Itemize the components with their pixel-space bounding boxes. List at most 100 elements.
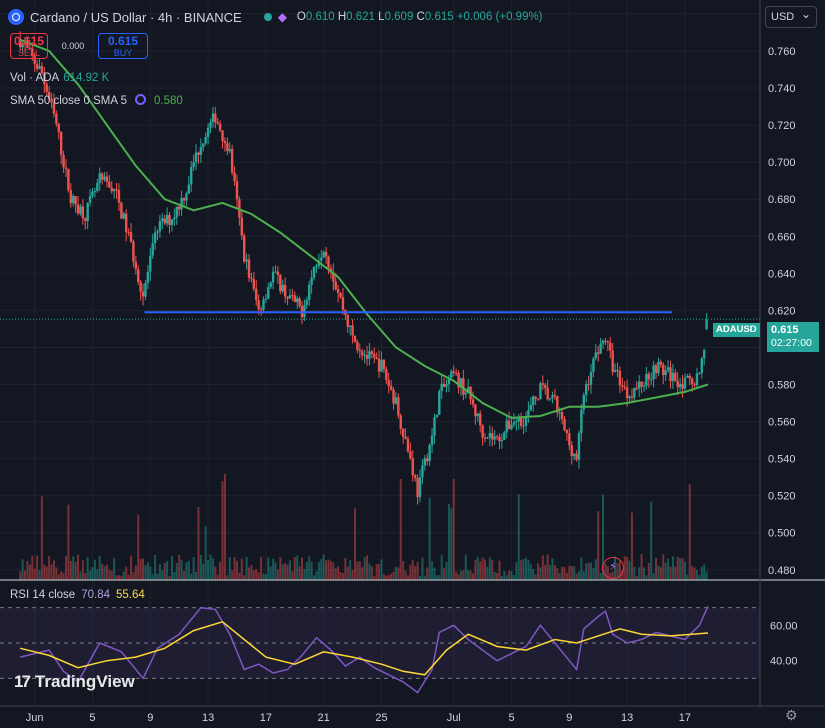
flash-icon[interactable]: ⚡ xyxy=(602,557,624,579)
candle-body-155 xyxy=(392,389,395,404)
volume-bar-181 xyxy=(455,571,458,580)
volume-bar-77 xyxy=(204,526,207,580)
candle-body-221 xyxy=(551,395,554,399)
volume-bar-215 xyxy=(537,563,540,580)
candle-body-94 xyxy=(245,259,248,262)
volume-bar-63 xyxy=(170,556,173,580)
candle-body-54 xyxy=(149,255,152,272)
volume-legend-value: 614.92 K xyxy=(63,72,110,84)
volume-bar-50 xyxy=(139,558,142,580)
trade-panel: 0.615 SELL 0.000 0.615 BUY xyxy=(10,33,148,59)
candle-body-98 xyxy=(255,288,258,301)
volume-bar-5 xyxy=(31,555,34,580)
candle-body-92 xyxy=(240,217,243,236)
y-tick-4: 0.700 xyxy=(768,157,796,169)
candle-body-245 xyxy=(609,342,612,351)
candle-body-150 xyxy=(380,359,383,372)
candle-body-129 xyxy=(329,268,333,272)
volume-bar-177 xyxy=(445,561,448,580)
volume-bar-282 xyxy=(698,575,701,580)
volume-bar-67 xyxy=(180,559,183,580)
currency-dropdown[interactable]: USD xyxy=(765,4,817,28)
volume-bar-230 xyxy=(573,566,576,580)
horizontal-grid xyxy=(0,13,760,571)
candle-body-148 xyxy=(375,357,378,360)
volume-bar-201 xyxy=(503,571,506,580)
volume-legend-label: Vol · ADA xyxy=(10,72,60,84)
candle-body-277 xyxy=(686,375,689,378)
candle-body-36 xyxy=(105,176,109,182)
volume-bar-142 xyxy=(361,567,364,580)
sell-button[interactable]: 0.615 SELL xyxy=(10,33,48,59)
candle-body-264 xyxy=(654,365,658,374)
sma-legend[interactable]: SMA 50 close 0 SMA 5 0.580 xyxy=(10,94,183,107)
candle-body-130 xyxy=(332,271,335,282)
x-tick-9: 9 xyxy=(566,712,572,724)
tradingview-logo[interactable]: 17 TradingView xyxy=(14,672,135,692)
rsi-legend[interactable]: RSI 14 close 70.84 55.64 xyxy=(10,589,145,601)
x-tick-2: 9 xyxy=(147,712,153,724)
volume-bar-223 xyxy=(556,568,559,580)
indicator-icon[interactable]: ◆ xyxy=(277,10,287,24)
symbol-title[interactable]: Cardano / US Dollar · 4h · BINANCE xyxy=(30,9,242,25)
volume-bar-11 xyxy=(45,566,48,580)
volume-bar-1 xyxy=(21,559,24,580)
volume-bar-167 xyxy=(421,557,424,580)
volume-bar-32 xyxy=(96,569,99,580)
candle-body-196 xyxy=(491,433,494,440)
volume-bar-262 xyxy=(650,501,653,580)
candle-body-10 xyxy=(43,73,46,85)
volume-legend[interactable]: Vol · ADA 614.92 K xyxy=(10,72,109,84)
volume-bar-59 xyxy=(161,570,164,580)
chart-header: Cardano / US Dollar · 4h · BINANCE ◆ O0.… xyxy=(0,0,760,34)
volume-bars xyxy=(19,473,708,580)
volume-bar-143 xyxy=(363,557,366,580)
volume-bar-213 xyxy=(532,569,535,580)
candle-body-182 xyxy=(457,372,460,388)
volume-bar-176 xyxy=(443,568,446,580)
time-axis-labels[interactable]: Jun 5 9 13 17 21 25 Jul 5 9 13 17 xyxy=(26,712,691,724)
volume-bar-127 xyxy=(325,560,328,580)
volume-bar-186 xyxy=(467,570,470,580)
volume-bar-250 xyxy=(621,570,624,580)
volume-bar-105 xyxy=(272,558,275,580)
y-tick-14: 0.500 xyxy=(768,528,796,540)
sma-indicator-icon[interactable] xyxy=(134,94,146,105)
candle-body-120 xyxy=(308,284,311,301)
buy-button[interactable]: 0.615 BUY xyxy=(98,33,148,59)
price-axis-labels[interactable]: 0.7800.7600.7400.7200.7000.6800.6600.640… xyxy=(768,9,796,577)
candle-body-166 xyxy=(418,477,422,498)
candle-body-232 xyxy=(577,433,581,460)
volume-bar-172 xyxy=(433,567,436,580)
market-status-dot xyxy=(263,13,272,21)
candle-body-206 xyxy=(515,421,518,423)
candle-body-252 xyxy=(625,387,629,399)
volume-bar-33 xyxy=(98,555,101,580)
volume-bar-86 xyxy=(226,575,229,580)
volume-bar-140 xyxy=(356,561,359,580)
volume-bar-232 xyxy=(577,571,580,580)
volume-bar-239 xyxy=(594,559,597,580)
volume-bar-265 xyxy=(657,565,660,580)
volume-bar-159 xyxy=(402,560,405,580)
candle-body-116 xyxy=(298,298,301,307)
y-tick-3: 0.720 xyxy=(768,120,796,132)
volume-bar-195 xyxy=(488,557,491,580)
volume-bar-194 xyxy=(486,566,489,580)
volume-bar-225 xyxy=(561,566,564,580)
candle-body-111 xyxy=(286,296,289,299)
volume-bar-97 xyxy=(252,570,255,580)
volume-bar-36 xyxy=(105,564,108,580)
volume-bar-9 xyxy=(40,496,43,580)
candle-body-251 xyxy=(623,386,626,388)
volume-bar-95 xyxy=(248,567,251,580)
volume-bar-118 xyxy=(303,569,306,580)
volume-bar-134 xyxy=(341,573,344,580)
settings-gear-icon[interactable]: ⚙ xyxy=(785,707,798,723)
candle-body-167 xyxy=(421,465,424,478)
volume-bar-222 xyxy=(553,565,556,580)
candle-body-97 xyxy=(252,278,256,289)
volume-bar-214 xyxy=(534,574,537,580)
candle-body-69 xyxy=(185,193,188,201)
